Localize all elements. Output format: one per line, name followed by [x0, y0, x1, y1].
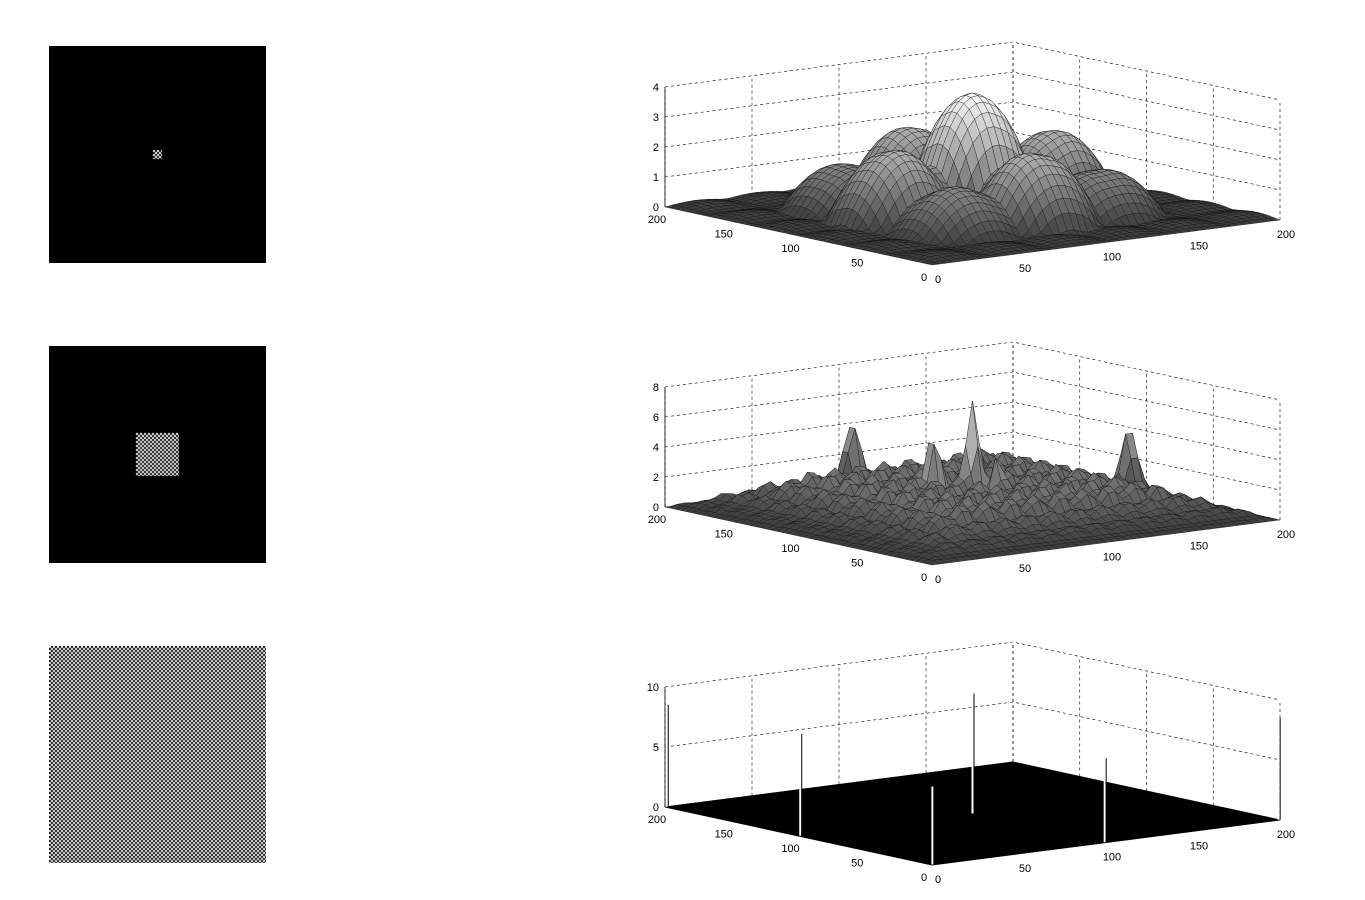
surface-mesh	[665, 93, 1280, 265]
y-tick-label: 50	[851, 558, 863, 570]
x-tick-label: 200	[1277, 229, 1295, 241]
gridline-z	[665, 342, 1280, 400]
x-tick-label: 100	[1103, 252, 1121, 264]
z-tick-label: 1	[653, 172, 659, 184]
image-full-checkerboard	[49, 646, 266, 863]
y-tick-label: 150	[715, 229, 733, 241]
x-tick-label: 50	[1019, 863, 1031, 875]
z-tick-label: 5	[653, 742, 659, 754]
image-medium-checker-patch	[49, 346, 266, 563]
y-tick-label: 100	[781, 543, 799, 555]
x-tick-label: 150	[1190, 840, 1208, 852]
z-tick-label: 8	[653, 382, 659, 394]
x-tick-label: 0	[935, 574, 941, 586]
x-tick-label: 200	[1277, 829, 1295, 841]
x-tick-label: 50	[1019, 263, 1031, 275]
y-tick-label: 200	[648, 214, 666, 226]
gridline-z	[665, 642, 1280, 700]
y-tick-label: 100	[781, 243, 799, 255]
y-tick-label: 50	[851, 858, 863, 870]
z-tick-label: 0	[653, 802, 659, 814]
y-tick-label: 100	[781, 843, 799, 855]
x-tick-label: 0	[935, 274, 941, 286]
image-small-checker-patch	[49, 46, 266, 263]
z-tick-label: 0	[653, 502, 659, 514]
z-tick-label: 0	[653, 202, 659, 214]
y-tick-label: 0	[921, 272, 927, 284]
z-tick-label: 3	[653, 112, 659, 124]
y-tick-label: 0	[921, 872, 927, 884]
x-tick-label: 0	[935, 874, 941, 886]
z-tick-label: 4	[653, 82, 659, 94]
gridline-z	[665, 42, 1280, 100]
y-tick-label: 200	[648, 814, 666, 826]
y-tick-label: 150	[715, 529, 733, 541]
y-tick-label: 200	[648, 514, 666, 526]
z-tick-label: 2	[653, 142, 659, 154]
y-tick-label: 150	[715, 829, 733, 841]
x-tick-label: 50	[1019, 563, 1031, 575]
x-tick-label: 200	[1277, 529, 1295, 541]
z-tick-label: 10	[647, 682, 659, 694]
x-tick-label: 100	[1103, 552, 1121, 564]
x-tick-label: 150	[1190, 240, 1208, 252]
z-tick-label: 6	[653, 412, 659, 424]
z-tick-label: 4	[653, 442, 659, 454]
z-tick-label: 2	[653, 472, 659, 484]
y-tick-label: 0	[921, 572, 927, 584]
y-tick-label: 50	[851, 258, 863, 270]
x-tick-label: 150	[1190, 540, 1208, 552]
x-tick-label: 100	[1103, 852, 1121, 864]
surface-mesh	[665, 401, 1280, 565]
